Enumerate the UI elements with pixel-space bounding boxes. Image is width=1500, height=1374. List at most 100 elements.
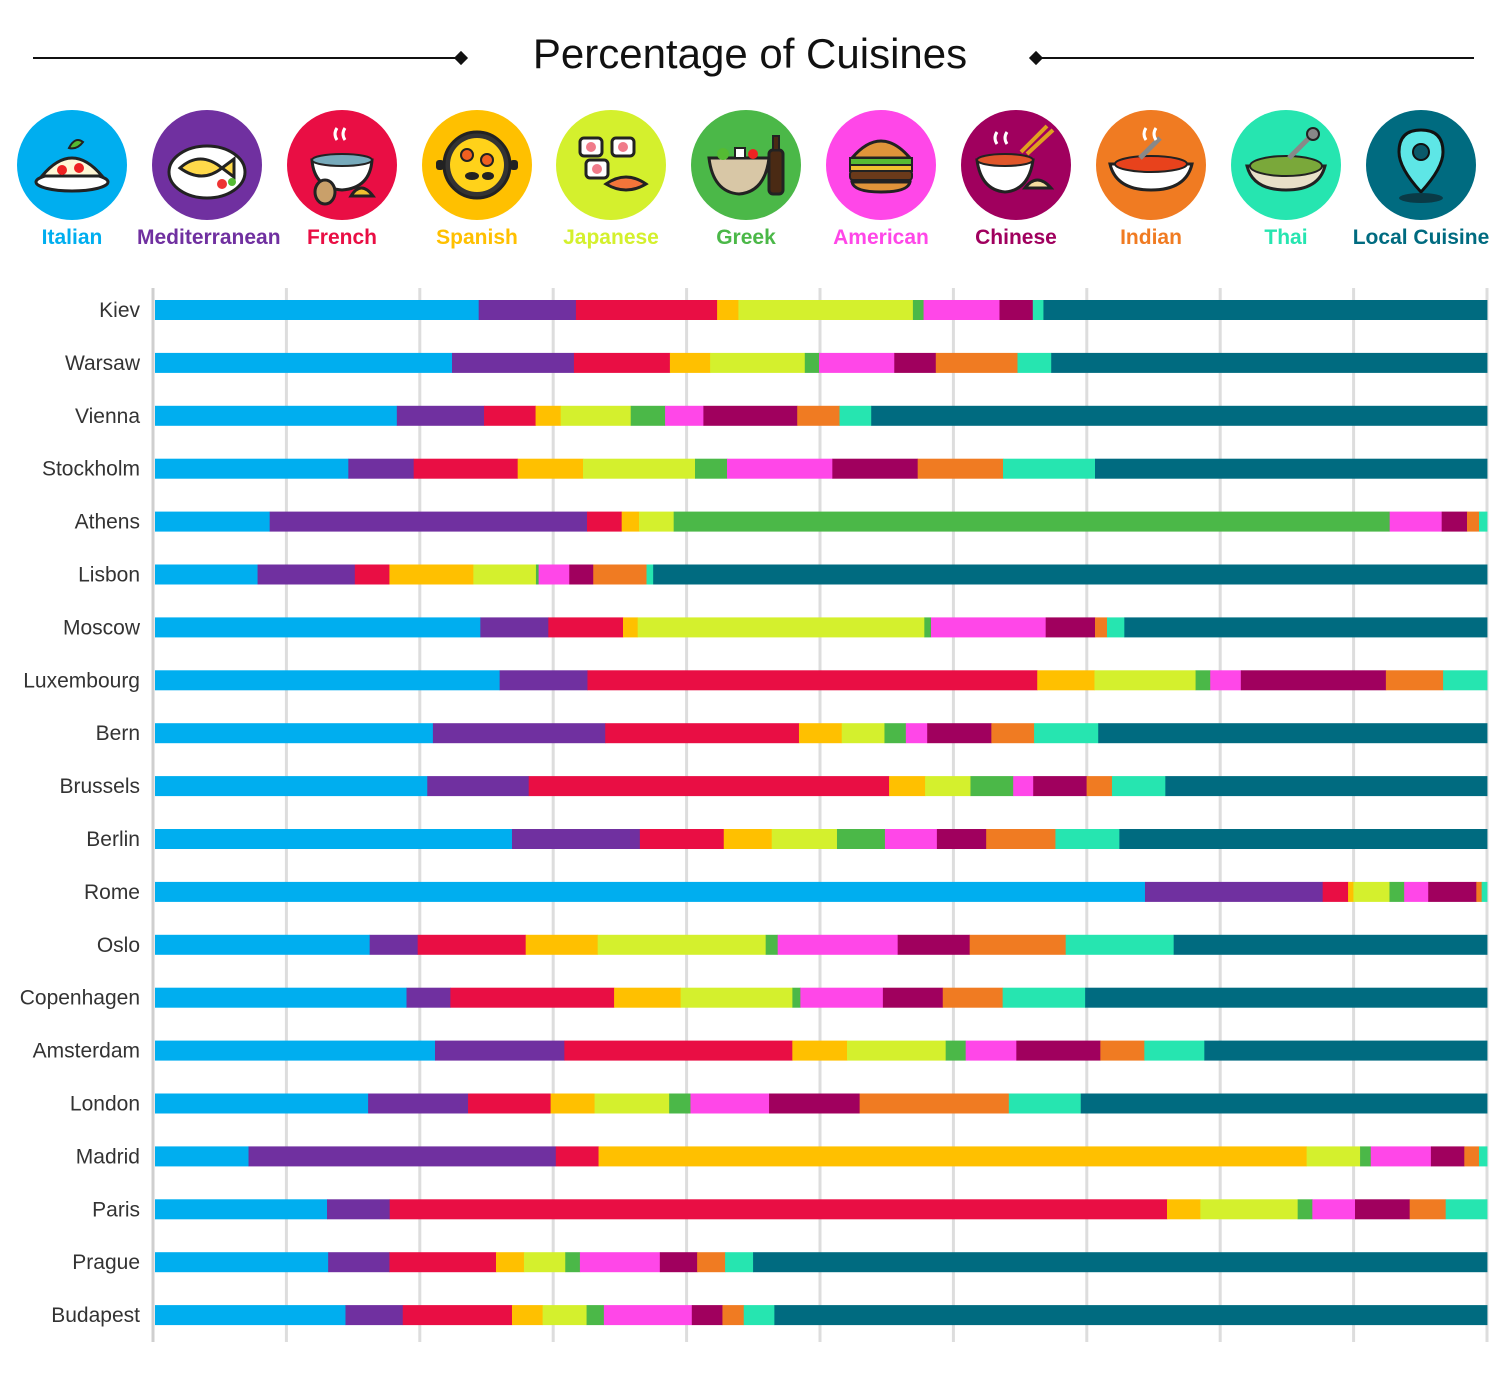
bar-segment-japanese [771, 829, 838, 849]
bar-segment-spanish [535, 405, 562, 426]
bar-segment-french [389, 1199, 1168, 1220]
bar-segment-thai [743, 1305, 775, 1326]
bar-segment-chinese [659, 1252, 698, 1273]
bar-segment-thai [839, 405, 872, 426]
bar-segment-french [573, 352, 671, 373]
bar-segment-mediterranean [327, 1199, 391, 1220]
bar-segment-chinese [1428, 881, 1477, 902]
bar-segment-french [548, 617, 624, 638]
legend-item-mediterranean: Mediterranean [137, 110, 281, 250]
bar-segment-chinese [1441, 511, 1468, 532]
title-rule-right [1040, 57, 1474, 59]
bar-segment-spanish [614, 987, 682, 1008]
category-label: Moscow [63, 616, 141, 639]
bar-segment-french [354, 564, 390, 585]
bar-segment-italian [155, 352, 453, 373]
bar-segment-french [402, 1305, 513, 1326]
bar-segment-american [965, 1040, 1017, 1061]
bar-segment-american [1210, 670, 1242, 691]
bar-segment-italian [155, 829, 513, 849]
bar-segment-japanese [542, 1305, 587, 1326]
bar-segment-mediterranean [1144, 881, 1324, 902]
bar-segment-american [603, 1305, 693, 1326]
category-label: Prague [72, 1251, 140, 1274]
bar-segment-japanese [473, 564, 537, 585]
category-label: Luxembourg [23, 669, 140, 692]
bar-segment-greek [669, 1093, 691, 1114]
legend-item-american: American [811, 110, 951, 250]
bar-segment-greek [1297, 1199, 1313, 1220]
bar-segment-indian [991, 723, 1035, 744]
bar-segment-italian [155, 881, 1146, 902]
bar-segment-french [564, 1040, 793, 1061]
bar-segment-mediterranean [406, 987, 451, 1008]
bar-segment-italian [155, 1093, 369, 1114]
bar-segment-mediterranean [432, 723, 606, 744]
legend-item-thai: Thai [1216, 110, 1356, 250]
bar-segment-chinese [936, 829, 987, 849]
bar-segment-mediterranean [480, 617, 549, 638]
bar-segment-spanish [495, 1252, 525, 1273]
bar-segment-japanese [560, 405, 632, 426]
bar-segment-thai [1481, 881, 1488, 902]
bar-segment-french [468, 1093, 551, 1114]
bar-segment-japanese [597, 934, 767, 955]
bar-segment-mediterranean [396, 405, 485, 426]
chart-title: Percentage of Cuisines [532, 30, 968, 77]
bar-segment-mediterranean [248, 1146, 557, 1167]
bar-segment-spanish [511, 1305, 544, 1326]
legend-item-chinese: Chinese [946, 110, 1086, 250]
legend-item-greek: Greek [676, 110, 816, 250]
category-label: Amsterdam [33, 1040, 140, 1063]
bar-segment-indian [1385, 670, 1444, 691]
category-label: Vienna [75, 405, 140, 428]
bar-segment-spanish [798, 723, 843, 744]
bar-segment-greek [630, 405, 666, 426]
bar-segment-mediterranean [257, 564, 356, 585]
bar-segment-french [528, 776, 890, 797]
bar-segment-japanese [639, 511, 675, 532]
bar-segment-american [800, 987, 884, 1008]
bar-segment-italian [155, 511, 271, 532]
bar-segment-spanish [1037, 670, 1095, 691]
bar-segment-local-cuisine [753, 1252, 1488, 1273]
green-curry-bowl-icon [1231, 110, 1341, 220]
bar-segment-greek [1195, 670, 1211, 691]
bar-segment-thai [1107, 617, 1125, 638]
bar-segment-american [1370, 1146, 1432, 1167]
bar-segment-mediterranean [328, 1252, 390, 1273]
bar-segment-american [690, 1093, 770, 1114]
bar-segment-chinese [882, 987, 944, 1008]
bar-segment-french [417, 934, 527, 955]
bar-segment-indian [935, 352, 1018, 373]
bar-segment-chinese [769, 1093, 861, 1114]
bar-segment-french [555, 1146, 599, 1167]
bar-segment-local-cuisine [1043, 300, 1488, 320]
map-pin-icon [1366, 110, 1476, 220]
bar-segment-mediterranean [435, 1040, 565, 1061]
bar-segment-american [727, 458, 833, 479]
bar-segment-greek [695, 458, 728, 479]
bar-segment-mediterranean [348, 458, 415, 479]
legend-item-indian: Indian [1081, 110, 1221, 250]
legend-label: Spanish [436, 226, 518, 249]
bar-segment-japanese [710, 352, 806, 373]
bar-segment-thai [1003, 458, 1096, 479]
legend: Italian Mediterranean French Spanish Japanes… [0, 110, 1500, 260]
bar-segment-local-cuisine [871, 405, 1488, 426]
bar-segment-local-cuisine [1119, 829, 1488, 849]
bar-segment-mediterranean [345, 1305, 404, 1326]
bar-segment-thai [646, 564, 654, 585]
bar-segment-thai [1443, 670, 1488, 691]
bar-segment-local-cuisine [1080, 1093, 1488, 1114]
bar-segment-indian [986, 829, 1056, 849]
fish-plate-icon [152, 110, 262, 220]
legend-label: American [833, 226, 929, 249]
bar-segment-greek [804, 352, 820, 373]
bar-segment-greek [924, 617, 932, 638]
bar-segment-thai [1034, 723, 1099, 744]
legend-item-french: French [272, 110, 412, 250]
bar-segment-american [1404, 881, 1429, 902]
bar-segment-chinese [897, 934, 971, 955]
bar-segment-french [587, 511, 623, 532]
